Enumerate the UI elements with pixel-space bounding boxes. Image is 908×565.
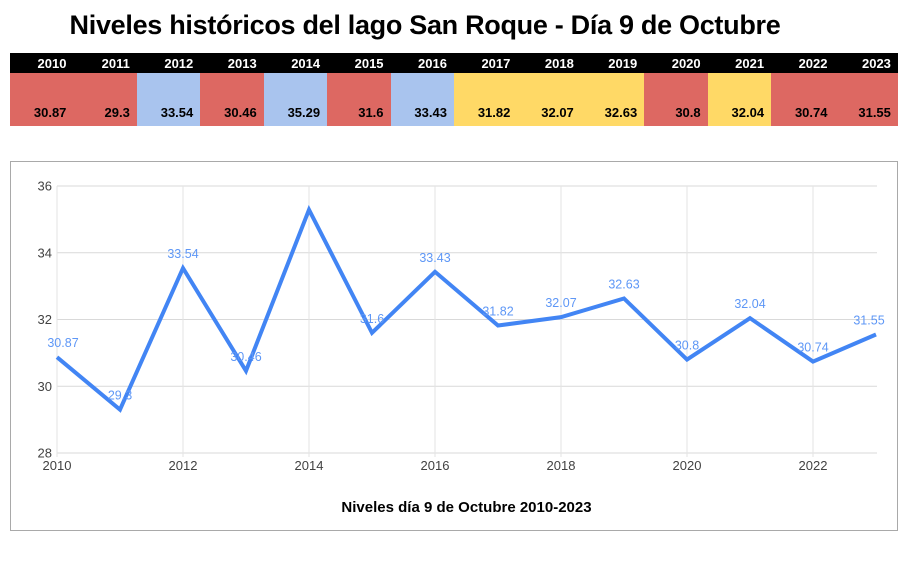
level-value-cell: 29.3: [73, 73, 137, 126]
x-tick-label: 2018: [547, 458, 576, 473]
level-value-cell: 30.8: [644, 73, 708, 126]
year-column: 2019 32.63: [580, 53, 645, 126]
year-column: 2018 32.07: [517, 53, 581, 126]
level-value-cell: 32.63: [580, 73, 645, 126]
x-tick-label: 2016: [421, 458, 450, 473]
year-header-cell: 2011: [73, 53, 137, 73]
x-tick-label: 2014: [295, 458, 324, 473]
data-label: 30.8: [675, 339, 699, 353]
y-tick-label: 34: [38, 245, 52, 260]
data-label: 32.07: [545, 296, 576, 310]
level-value-cell: 33.43: [390, 73, 454, 126]
chart-panel: 36 34 32 30 28 2010 2012 2014 2016 2018 2020 2022 30…: [10, 161, 898, 531]
level-value-cell: 31.82: [453, 73, 518, 126]
y-tick-label: 28: [38, 446, 52, 461]
year-column: 2010 30.87: [10, 53, 74, 126]
year-column: 2014 35.29: [263, 53, 328, 126]
page-title: Niveles históricos del lago San Roque - …: [69, 10, 781, 40]
year-header-cell: 2023: [834, 53, 898, 73]
data-label: 32.04: [734, 297, 765, 311]
level-value-cell: 31.6: [327, 73, 391, 126]
level-value-cell: 33.54: [136, 73, 201, 126]
level-value-cell: 30.46: [200, 73, 264, 126]
year-column: 2017 31.82: [453, 53, 518, 126]
data-label: 33.43: [419, 251, 450, 265]
level-value-cell: 35.29: [263, 73, 328, 126]
data-label: 30.74: [797, 341, 828, 355]
year-header-cell: 2018: [517, 53, 581, 73]
data-label: 31.55: [853, 314, 884, 328]
year-column: 2021 32.04: [707, 53, 772, 126]
year-column: 2013 30.46: [200, 53, 264, 126]
year-column: 2023 31.55: [834, 53, 898, 126]
data-label: 29.3: [108, 389, 132, 403]
data-label: 32.63: [608, 277, 639, 291]
year-column: 2022 30.74: [771, 53, 835, 126]
data-label: 31.6: [360, 312, 384, 326]
year-column: 2020 30.8: [644, 53, 708, 126]
level-value-cell: 32.07: [517, 73, 581, 126]
level-value-cell: 31.55: [834, 73, 898, 126]
year-header-cell: 2015: [327, 53, 391, 73]
data-label: 30.87: [47, 336, 78, 350]
year-header-cell: 2017: [453, 53, 518, 73]
levels-table: 2010 30.87 2011 29.3 2012 33.54 2013 30.46 2014 3…: [10, 53, 898, 126]
year-header-cell: 2010: [10, 53, 74, 73]
x-tick-label: 2020: [673, 458, 702, 473]
data-label: 30.46: [230, 350, 261, 364]
y-tick-label: 36: [38, 179, 52, 194]
series-line: [55, 204, 877, 413]
year-column: 2011 29.3: [73, 53, 137, 126]
year-column: 2012 33.54: [136, 53, 201, 126]
x-tick-label: 2022: [799, 458, 828, 473]
level-value-cell: 32.04: [707, 73, 772, 126]
year-header-cell: 2014: [263, 53, 328, 73]
year-header-cell: 2020: [644, 53, 708, 73]
year-column: 2015 31.6: [327, 53, 391, 126]
y-tick-label: 32: [38, 312, 52, 327]
year-header-cell: 2022: [771, 53, 835, 73]
x-tick-label: 2012: [169, 458, 198, 473]
level-value-cell: 30.74: [771, 73, 835, 126]
y-tick-label: 30: [38, 379, 52, 394]
data-label: 33.54: [167, 247, 198, 261]
year-header-cell: 2012: [136, 53, 201, 73]
year-header-cell: 2021: [707, 53, 772, 73]
year-column: 2016 33.43: [390, 53, 454, 126]
level-value-cell: 30.87: [10, 73, 74, 126]
year-header-cell: 2016: [390, 53, 454, 73]
year-header-cell: 2019: [580, 53, 645, 73]
data-label: 31.82: [482, 305, 513, 319]
x-axis-title: Niveles día 9 de Octubre 2010-2023: [341, 499, 591, 516]
x-tick-label: 2010: [43, 458, 72, 473]
year-header-cell: 2013: [200, 53, 264, 73]
